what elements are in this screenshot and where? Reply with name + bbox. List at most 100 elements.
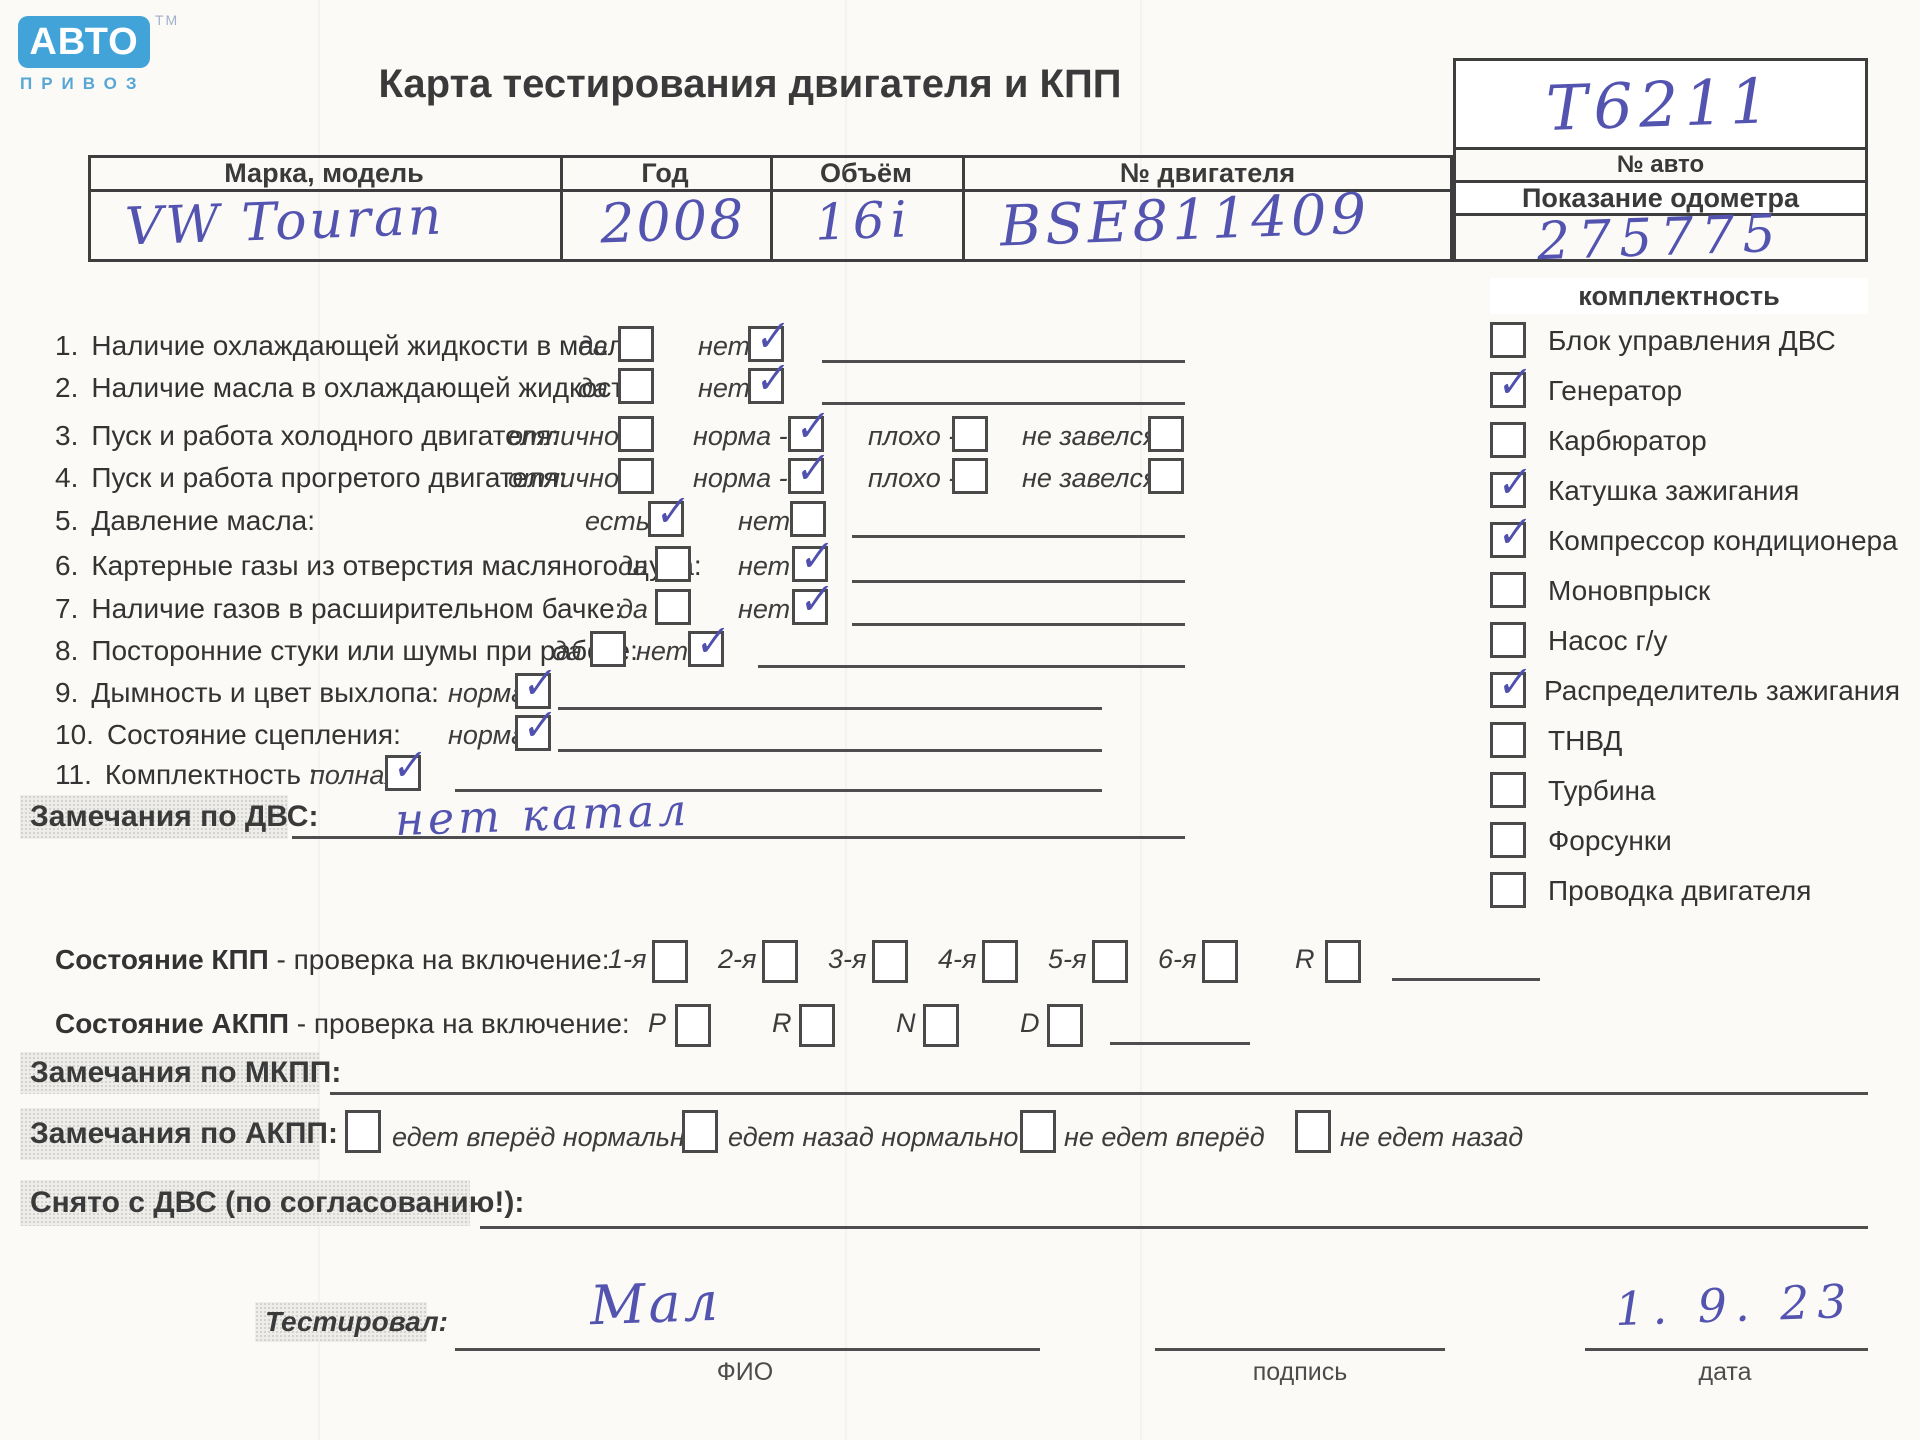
checkbox — [1490, 772, 1526, 808]
row-label: 10. Состояние сцепления: — [55, 719, 401, 751]
row-text: Наличие масла в охлаждающей жидкости: — [91, 372, 648, 403]
row-number: 8. — [55, 635, 79, 666]
option-label: норма — [448, 720, 527, 750]
akpp-option-label: едет назад нормально — [728, 1122, 1019, 1152]
car-number-box: Т6211 — [1453, 58, 1868, 150]
row-number: 7. — [55, 593, 79, 624]
check-mark: ✓ — [386, 740, 427, 792]
check-mark: ✓ — [689, 616, 730, 668]
option-label: не завелся- — [1022, 421, 1167, 451]
row-number: 1. — [55, 330, 79, 361]
volume-header-cell: Объём — [770, 158, 962, 188]
checkbox — [1325, 940, 1361, 983]
comment-line — [822, 326, 1185, 363]
check-mark: ✓ — [1491, 657, 1532, 709]
checkbox-checked: ✓ — [1490, 658, 1532, 708]
table-divider — [770, 155, 773, 262]
checkbox-checked: ✓ — [1490, 508, 1532, 558]
option-label: да — [618, 594, 648, 624]
option-label: норма - — [693, 421, 788, 451]
checkbox — [982, 940, 1018, 983]
comment-line — [822, 368, 1185, 405]
page-title: Карта тестирования двигателя и КПП — [378, 62, 1122, 106]
checkbox — [1047, 1004, 1083, 1047]
year-value: 2008 — [598, 187, 747, 256]
remarks-line — [480, 1192, 1868, 1229]
option-label: да — [578, 331, 608, 361]
gear-label: 2-я — [718, 944, 757, 974]
checkbox — [1148, 458, 1184, 494]
row-text: Посторонние стуки или шумы при работе: — [91, 635, 638, 666]
option-label: нет — [738, 594, 791, 624]
table-divider — [962, 155, 965, 262]
date-line — [1585, 1314, 1868, 1351]
brand-header-cell: Марка, модель — [88, 158, 560, 188]
checkbox — [590, 631, 626, 667]
checkbox-checked: ✓ — [792, 575, 834, 625]
date-caption: дата — [1698, 1358, 1752, 1386]
check-mark: ✓ — [749, 353, 790, 405]
car-number-label-cell: № авто — [1453, 150, 1868, 180]
gear-label: 6-я — [1158, 944, 1197, 974]
scan-streak — [845, 0, 847, 1440]
row-label: 3. Пуск и работа холодного двигателя: — [55, 420, 559, 452]
row-text: Пуск и работа холодного двигателя: — [91, 420, 560, 451]
option-label: плохо - — [868, 421, 958, 451]
checkbox — [1490, 572, 1526, 608]
akpp-row-label: Состояние АКПП - проверка на включение: — [55, 1008, 630, 1040]
checkbox — [952, 458, 988, 494]
gear-label: R — [1295, 944, 1315, 974]
comment-line — [558, 673, 1102, 710]
comment-line — [1392, 944, 1540, 981]
checkbox — [923, 1004, 959, 1047]
checkbox-checked: ✓ — [792, 532, 834, 582]
mkpp-remarks-label-cell: Замечания по МКПП: — [20, 1052, 341, 1094]
row-number: 6. — [55, 550, 79, 581]
akpp-remarks-label: Замечания по АКПП: — [30, 1117, 338, 1150]
year-header-cell: Год — [560, 158, 770, 188]
trademark-symbol: TM — [155, 12, 180, 28]
table-divider — [560, 155, 563, 262]
logo-subtitle: ПРИВОЗ — [20, 74, 146, 93]
check-mark: ✓ — [793, 574, 834, 626]
checkbox — [952, 416, 988, 452]
option-label: норма — [448, 678, 527, 708]
checkbox-checked: ✓ — [748, 354, 790, 404]
row-text: Давление масла: — [91, 505, 316, 536]
brand-header: Марка, модель — [224, 157, 424, 188]
dvs-remarks-value: нет катал — [394, 784, 692, 847]
check-mark: ✓ — [649, 486, 690, 538]
fio-line — [455, 1314, 1040, 1351]
checkbox-checked: ✓ — [788, 444, 830, 494]
completeness-item-label: Катушка зажигания — [1548, 475, 1800, 506]
odometer-header-cell: Показание одометра — [1453, 180, 1868, 216]
kpp-label-rest: - проверка на включение: — [268, 944, 610, 975]
row-text: Пуск и работа прогретого двигателя: — [91, 462, 567, 493]
check-mark: ✓ — [793, 531, 834, 583]
gear-label: R — [772, 1008, 792, 1038]
engine-no-value: BSE811409 — [998, 181, 1372, 260]
row-label: 9. Дымность и цвет выхлопа: — [55, 677, 439, 709]
checkbox-checked: ✓ — [515, 701, 557, 751]
row-text: Комплектность : — [104, 759, 317, 790]
checkbox — [675, 1004, 711, 1047]
option-label: норма - — [693, 463, 788, 493]
row-text: Дымность и цвет выхлопа: — [91, 677, 439, 708]
row-number: 10. — [55, 719, 94, 750]
volume-header: Объём — [820, 157, 912, 188]
odometer-value: 275775 — [1536, 203, 1785, 272]
removed-label: Снято с ДВС (по согласованию!): — [30, 1186, 525, 1219]
avtoprivoz-logo: АВТО — [18, 16, 150, 68]
row-label: 2. Наличие масла в охлаждающей жидкости: — [55, 372, 648, 404]
tested-by-label: Тестировал: — [265, 1306, 448, 1337]
odometer-header: Показание одометра — [1521, 182, 1800, 213]
check-mark: ✓ — [789, 443, 830, 495]
option-label: отлично- — [508, 421, 628, 451]
gear-label: N — [896, 1008, 916, 1038]
checkbox — [345, 1110, 381, 1153]
checkbox — [1490, 722, 1526, 758]
row-label: 6. Картерные газы из отверстия масляного … — [55, 550, 702, 582]
engine-no-header: № двигателя — [1119, 157, 1296, 188]
checkbox-checked: ✓ — [515, 659, 557, 709]
gear-label: 1-я — [608, 944, 647, 974]
